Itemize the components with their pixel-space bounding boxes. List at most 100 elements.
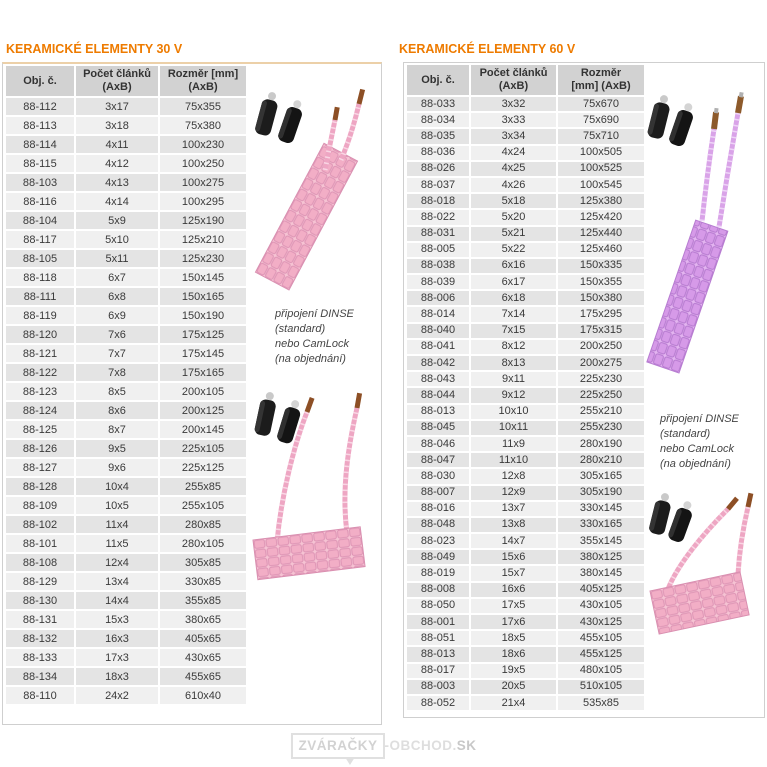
table-row: 88-128 10x4 255x85 (6, 478, 246, 495)
table-cell: 510x105 (558, 679, 644, 694)
table-cell: 10x4 (76, 478, 158, 495)
table-row: 88-113 3x18 75x380 (6, 117, 246, 134)
table-row: 88-023 14x7 355x145 (407, 534, 644, 549)
watermark-text: -OBCHOD. (384, 738, 457, 753)
table-cell: 20x5 (471, 679, 556, 694)
section-60v: Obj. č. Počet článků (AxB) Rozměr [mm] (… (403, 62, 765, 718)
table-row: 88-114 4x11 100x230 (6, 136, 246, 153)
table-cell: 88-014 (407, 307, 469, 322)
dinse-connector (254, 392, 301, 444)
table-cell: 4x14 (76, 193, 158, 210)
table-cell: 88-042 (407, 356, 469, 371)
table-cell: 6x7 (76, 269, 158, 286)
table-cell: 200x275 (558, 356, 644, 371)
watermark-suffix: SK (456, 738, 477, 753)
table-row: 88-117 5x10 125x210 (6, 231, 246, 248)
table-row: 88-006 6x18 150x380 (407, 291, 644, 306)
table-row: 88-005 5x22 125x460 (407, 242, 644, 257)
table-row: 88-036 4x24 100x505 (407, 145, 644, 160)
table-cell: 88-131 (6, 611, 74, 628)
table-cell: 5x22 (471, 242, 556, 257)
table-cell: 430x65 (160, 649, 246, 666)
table-cell: 150x380 (558, 291, 644, 306)
table-cell: 380x145 (558, 566, 644, 581)
table-cell: 6x9 (76, 307, 158, 324)
table-row: 88-126 9x5 225x105 (6, 440, 246, 457)
table-cell: 88-016 (407, 501, 469, 516)
table-cell: 88-007 (407, 485, 469, 500)
table-cell: 175x295 (558, 307, 644, 322)
table-cell: 88-018 (407, 194, 469, 209)
table-cell: 88-128 (6, 478, 74, 495)
table-row: 88-110 24x2 610x40 (6, 687, 246, 704)
table-cell: 125x420 (558, 210, 644, 225)
table-row: 88-050 17x5 430x105 (407, 598, 644, 613)
table-cell: 14x7 (471, 534, 556, 549)
table-cell: 88-013 (407, 647, 469, 662)
table-row: 88-048 13x8 330x165 (407, 517, 644, 533)
table-cell: 255x230 (558, 420, 644, 435)
table-row: 88-042 8x13 200x275 (407, 356, 644, 371)
table-cell: 88-122 (6, 364, 74, 381)
table-row: 88-120 7x6 175x125 (6, 326, 246, 343)
table-cell: 75x355 (160, 98, 246, 115)
table-cell: 17x3 (76, 649, 158, 666)
col-header-rozmer: Rozměr [mm] (AxB) (558, 65, 644, 95)
table-cell: 88-114 (6, 136, 74, 153)
dinse-connector (255, 92, 302, 144)
table-cell: 88-052 (407, 695, 469, 711)
table-cell: 280x85 (160, 516, 246, 533)
table-row: 88-007 12x9 305x190 (407, 485, 644, 500)
table-cell: 455x125 (558, 647, 644, 662)
table-row: 88-131 15x3 380x65 (6, 611, 246, 628)
table-cell: 280x105 (160, 535, 246, 552)
table-cell: 3x17 (76, 98, 158, 115)
table-cell: 88-124 (6, 402, 74, 419)
table-cell: 3x18 (76, 117, 158, 134)
table-cell: 150x145 (160, 269, 246, 286)
table-cell: 200x125 (160, 402, 246, 419)
table-row: 88-133 17x3 430x65 (6, 649, 246, 666)
table-row: 88-030 12x8 305x165 (407, 469, 644, 484)
table-cell: 88-033 (407, 97, 469, 112)
table-row: 88-116 4x14 100x295 (6, 193, 246, 210)
table-row: 88-018 5x18 125x380 (407, 194, 644, 209)
table-cell: 8x12 (471, 339, 556, 354)
table-cell: 225x105 (160, 440, 246, 457)
table-row: 88-003 20x5 510x105 (407, 679, 644, 694)
table-cell: 88-113 (6, 117, 74, 134)
table-cell: 13x7 (471, 501, 556, 516)
table-cell: 88-127 (6, 459, 74, 476)
table-cell: 10x10 (471, 404, 556, 419)
col-header-pocet-clanku: Počet článků (AxB) (471, 65, 556, 95)
table-cell: 11x9 (471, 436, 556, 452)
table-cell: 88-046 (407, 436, 469, 452)
table-cell: 200x105 (160, 383, 246, 400)
section-title-60v: KERAMICKÉ ELEMENTY 60 V (399, 42, 576, 56)
table-cell: 150x335 (558, 258, 644, 274)
table-cell: 88-017 (407, 663, 469, 678)
table-row: 88-119 6x9 150x190 (6, 307, 246, 324)
table-row: 88-045 10x11 255x230 (407, 420, 644, 435)
table-cell: 355x145 (558, 534, 644, 549)
col-header-obj-c: Obj. č. (407, 65, 469, 95)
table-cell: 15x3 (76, 611, 158, 628)
table-cell: 88-133 (6, 649, 74, 666)
table-row: 88-040 7x15 175x315 (407, 323, 644, 338)
table-row: 88-134 18x3 455x65 (6, 668, 246, 685)
table-row: 88-035 3x34 75x710 (407, 129, 644, 144)
table-cell: 18x6 (471, 647, 556, 662)
site-watermark: ZVÁRAČKY -OBCHOD.SK (290, 733, 477, 765)
cable-leads (322, 88, 366, 171)
table-cell: 125x210 (160, 231, 246, 248)
table-cell: 9x12 (471, 388, 556, 403)
table-60v: Obj. č. Počet článků (AxB) Rozměr [mm] (… (405, 63, 646, 712)
table-cell: 88-040 (407, 323, 469, 338)
table-row: 88-112 3x17 75x355 (6, 98, 246, 115)
table-cell: 88-003 (407, 679, 469, 694)
table-cell: 21x4 (471, 695, 556, 711)
table-cell: 88-051 (407, 631, 469, 646)
table-cell: 4x13 (76, 174, 158, 191)
table-cell: 430x125 (558, 615, 644, 630)
table-row: 88-111 6x8 150x165 (6, 288, 246, 305)
